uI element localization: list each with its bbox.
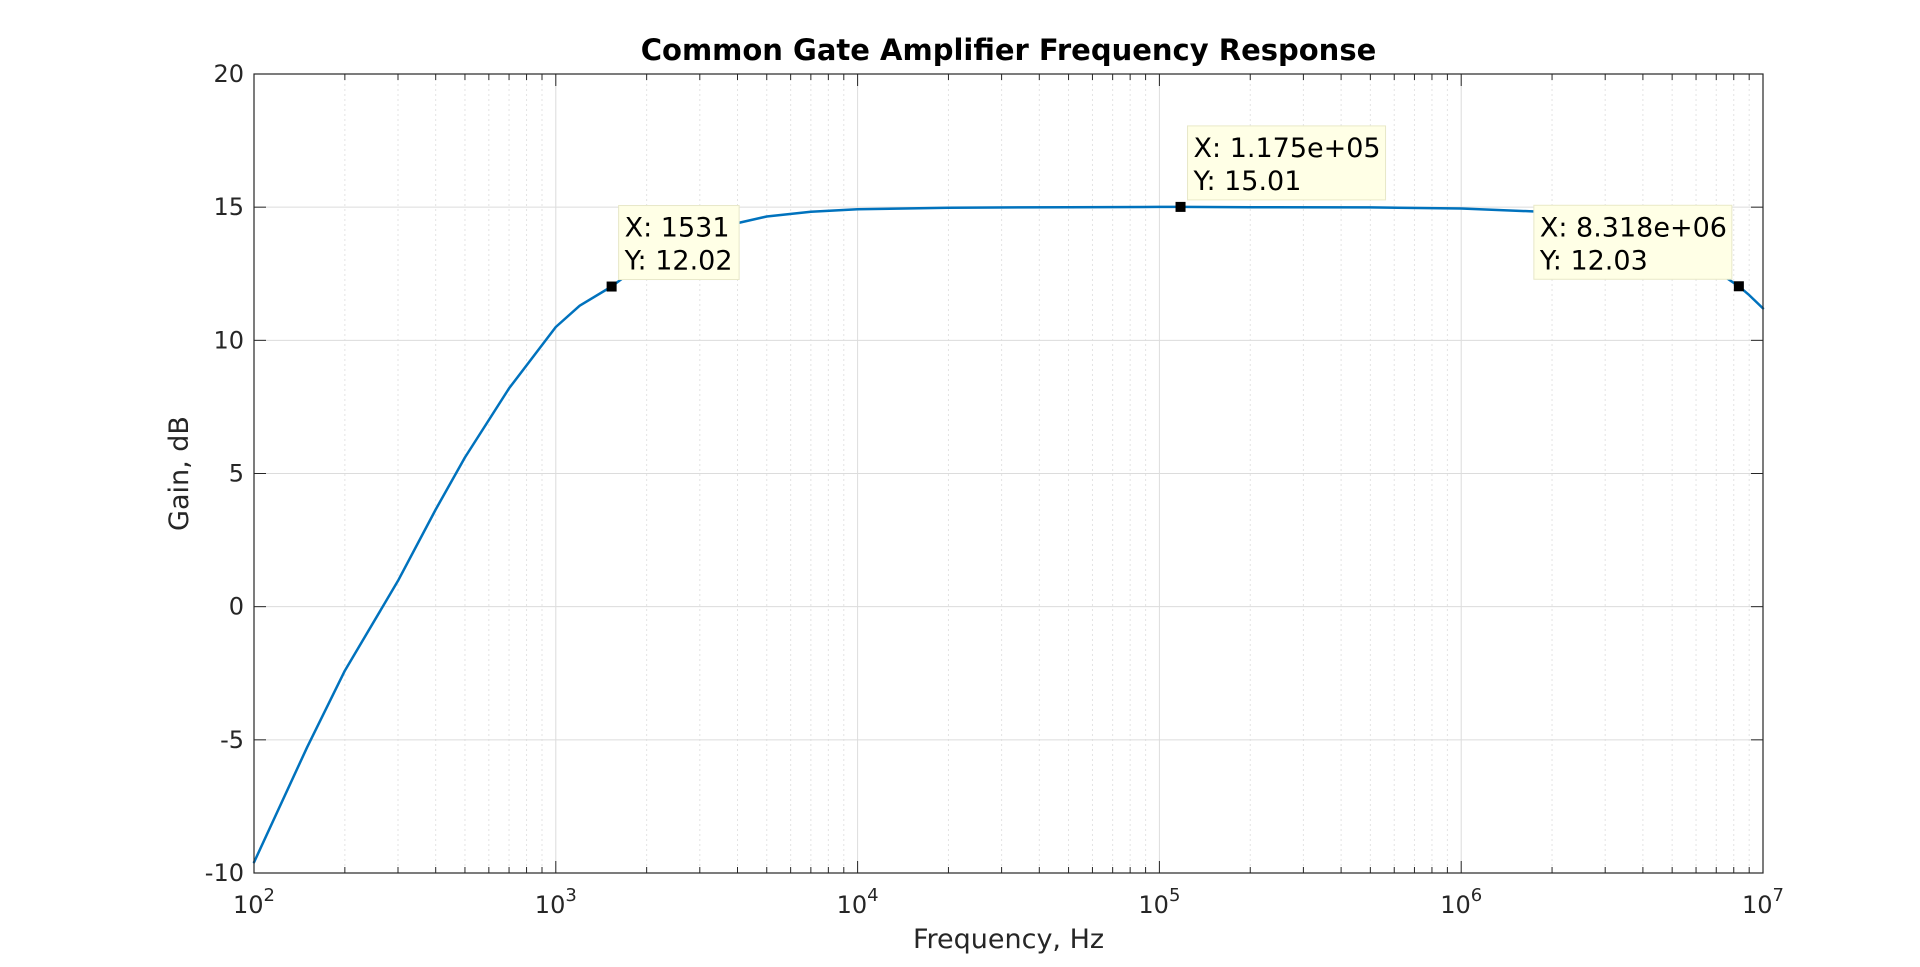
x-tick-label: 107 — [1742, 885, 1784, 919]
x-tick-exponent: 7 — [1773, 885, 1784, 906]
y-tick-labels: -10 -5 0 5 10 15 20 — [205, 60, 244, 887]
y-axis-title: Gain, dB — [164, 416, 195, 531]
y-tick-label: 5 — [229, 460, 244, 488]
data-tip-x-label: X: 8.318e+06 — [1540, 212, 1727, 243]
data-tip-marker — [606, 281, 617, 292]
data-tip-marker — [1733, 281, 1744, 292]
x-tick-base: 10 — [837, 891, 868, 919]
data-tip-y-label: Y: 12.03 — [1539, 245, 1648, 276]
data-tip-y-label: Y: 15.01 — [1193, 166, 1302, 197]
x-tick-exponent: 3 — [565, 885, 576, 906]
x-tick-base: 10 — [1440, 891, 1471, 919]
y-tick-label: 15 — [213, 193, 244, 221]
x-tick-base: 10 — [1742, 891, 1773, 919]
x-tick-label: 102 — [233, 885, 275, 919]
data-tip-y-label: Y: 12.02 — [624, 246, 733, 277]
data-tip: X: 8.318e+06Y: 12.03 — [1533, 204, 1744, 292]
data-tip-x-label: X: 1531 — [625, 213, 730, 244]
data-tip-marker — [1175, 201, 1186, 212]
x-tick-base: 10 — [233, 891, 264, 919]
data-tip-box — [1533, 204, 1733, 280]
data-tip: X: 1.175e+05Y: 15.01 — [1175, 125, 1387, 212]
tick-marks — [253, 73, 1764, 874]
x-tick-label: 105 — [1138, 885, 1180, 919]
x-tick-exponent: 6 — [1471, 885, 1482, 906]
chart-title: Common Gate Amplifier Frequency Response — [641, 33, 1377, 67]
data-tip-x-label: X: 1.175e+05 — [1194, 133, 1381, 164]
y-tick-label: -10 — [205, 859, 244, 887]
y-tick-label: 10 — [213, 326, 244, 354]
x-tick-base: 10 — [1138, 891, 1169, 919]
y-tick-label: -5 — [220, 726, 244, 754]
x-tick-exponent: 4 — [867, 885, 878, 906]
x-axis-title: Frequency, Hz — [913, 924, 1104, 955]
x-tick-labels: 102 103 104 105 106 107 — [233, 885, 1784, 919]
y-tick-label: 0 — [229, 593, 244, 621]
x-tick-exponent: 2 — [264, 885, 275, 906]
data-tip-box — [618, 205, 740, 281]
x-tick-label: 103 — [535, 885, 577, 919]
data-tip-box — [1187, 125, 1387, 201]
x-tick-base: 10 — [535, 891, 566, 919]
x-tick-exponent: 5 — [1169, 885, 1180, 906]
y-tick-label: 20 — [213, 60, 244, 88]
x-tick-label: 104 — [837, 885, 879, 919]
x-tick-label: 106 — [1440, 885, 1482, 919]
